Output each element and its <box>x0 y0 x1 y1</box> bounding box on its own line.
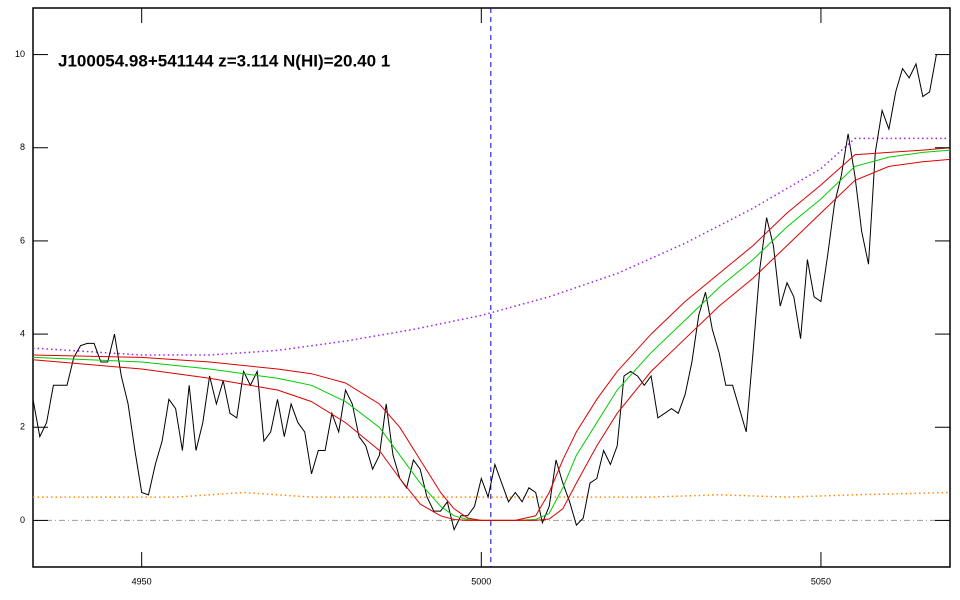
y-tick-label: 8 <box>20 142 25 152</box>
y-tick-label: 2 <box>20 422 25 432</box>
series-line <box>32 54 937 532</box>
y-tick-label: 6 <box>20 235 25 245</box>
x-tick-label: 5000 <box>471 576 491 586</box>
series-line <box>32 137 950 356</box>
y-tick-label: 4 <box>20 328 25 338</box>
x-tick-label: 5050 <box>811 576 831 586</box>
y-tick-label: 0 <box>20 515 25 525</box>
series-line <box>32 149 951 521</box>
x-tick-label: 4950 <box>132 576 152 586</box>
plot-frame <box>32 7 951 568</box>
series-line <box>33 491 951 498</box>
chart-title: J100054.98+541144 z=3.114 N(HI)=20.40 1 <box>58 51 390 70</box>
y-tick-label: 10 <box>15 49 25 59</box>
series-line <box>32 147 951 521</box>
series-line <box>32 158 951 521</box>
